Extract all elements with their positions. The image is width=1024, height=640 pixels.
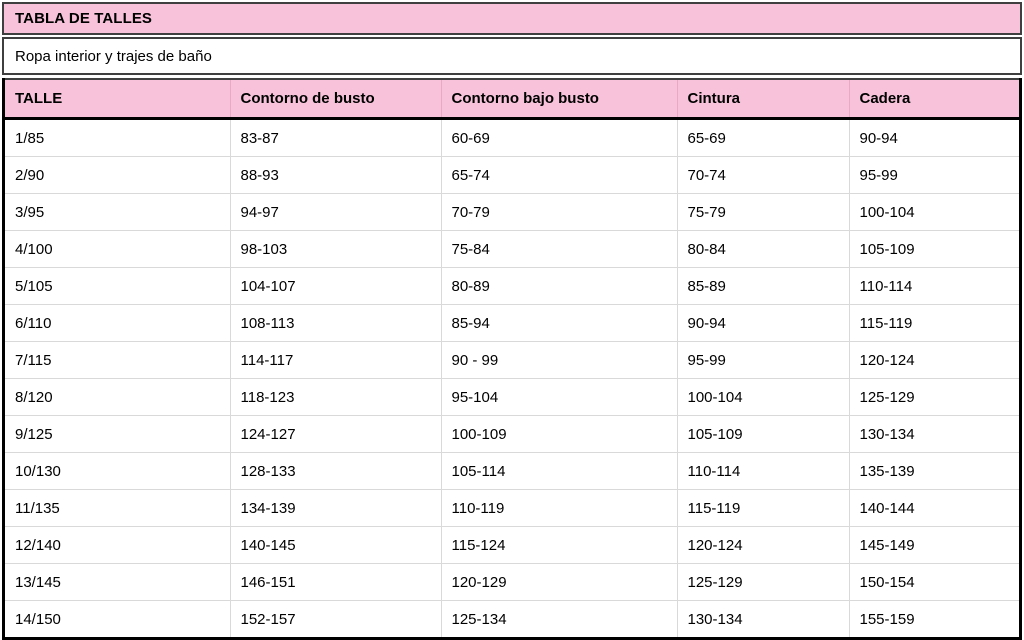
size-table-container: TALLE Contorno de busto Contorno bajo bust… <box>2 78 1022 640</box>
table-row: 1/85 83-87 60-69 65-69 90-94 <box>5 118 1019 157</box>
cell-measure: 110-114 <box>849 267 1019 305</box>
cell-talle: 13/145 <box>5 563 231 601</box>
cell-measure: 146-151 <box>230 563 442 601</box>
cell-talle: 7/115 <box>5 341 231 379</box>
cell-measure: 85-89 <box>677 267 850 305</box>
cell-measure: 100-104 <box>849 193 1019 231</box>
cell-measure: 65-74 <box>441 156 678 194</box>
cell-measure: 125-129 <box>677 563 850 601</box>
cell-measure: 100-104 <box>677 378 850 416</box>
cell-measure: 80-89 <box>441 267 678 305</box>
cell-talle: 10/130 <box>5 452 231 490</box>
cell-measure: 125-134 <box>441 600 678 637</box>
cell-measure: 60-69 <box>441 118 678 157</box>
cell-measure: 108-113 <box>230 304 442 342</box>
table-row: 6/110 108-113 85-94 90-94 115-119 <box>5 304 1019 342</box>
cell-measure: 94-97 <box>230 193 442 231</box>
size-table: TALLE Contorno de busto Contorno bajo bust… <box>5 78 1019 637</box>
cell-measure: 120-129 <box>441 563 678 601</box>
table-row: 7/115 114-117 90 - 99 95-99 120-124 <box>5 341 1019 379</box>
cell-measure: 155-159 <box>849 600 1019 637</box>
page-subtitle: Ropa interior y trajes de baño <box>15 47 212 65</box>
cell-measure: 110-114 <box>677 452 850 490</box>
table-row: 14/150 152-157 125-134 130-134 155-159 <box>5 600 1019 637</box>
cell-measure: 128-133 <box>230 452 442 490</box>
cell-measure: 83-87 <box>230 118 442 157</box>
cell-measure: 95-99 <box>677 341 850 379</box>
cell-talle: 4/100 <box>5 230 231 268</box>
cell-measure: 145-149 <box>849 526 1019 564</box>
table-row: 2/90 88-93 65-74 70-74 95-99 <box>5 156 1019 194</box>
cell-measure: 65-69 <box>677 118 850 157</box>
cell-measure: 105-109 <box>849 230 1019 268</box>
cell-measure: 140-144 <box>849 489 1019 527</box>
cell-measure: 140-145 <box>230 526 442 564</box>
cell-measure: 104-107 <box>230 267 442 305</box>
column-header-3[interactable]: Cintura <box>677 78 850 120</box>
cell-talle: 2/90 <box>5 156 231 194</box>
cell-talle: 14/150 <box>5 600 231 637</box>
column-header-1[interactable]: Contorno de busto <box>230 78 442 120</box>
cell-measure: 120-124 <box>677 526 850 564</box>
cell-measure: 88-93 <box>230 156 442 194</box>
column-header-2[interactable]: Contorno bajo busto <box>441 78 678 120</box>
cell-talle: 1/85 <box>5 118 231 157</box>
table-body: 1/85 83-87 60-69 65-69 90-94 2/90 88-93 65-74 70… <box>5 118 1019 637</box>
table-header-row: TALLE Contorno de busto Contorno bajo bust… <box>5 78 1019 120</box>
cell-measure: 134-139 <box>230 489 442 527</box>
table-row: 11/135 134-139 110-119 115-119 140-144 <box>5 489 1019 527</box>
cell-measure: 130-134 <box>849 415 1019 453</box>
cell-measure: 100-109 <box>441 415 678 453</box>
cell-measure: 85-94 <box>441 304 678 342</box>
cell-talle: 12/140 <box>5 526 231 564</box>
table-row: 12/140 140-145 115-124 120-124 145-149 <box>5 526 1019 564</box>
cell-talle: 8/120 <box>5 378 231 416</box>
table-header: TALLE Contorno de busto Contorno bajo bust… <box>5 78 1019 120</box>
cell-measure: 135-139 <box>849 452 1019 490</box>
table-row: 13/145 146-151 120-129 125-129 150-154 <box>5 563 1019 601</box>
table-row: 5/105 104-107 80-89 85-89 110-114 <box>5 267 1019 305</box>
column-header-0[interactable]: TALLE <box>5 78 231 120</box>
cell-measure: 124-127 <box>230 415 442 453</box>
table-row: 10/130 128-133 105-114 110-114 135-139 <box>5 452 1019 490</box>
cell-talle: 11/135 <box>5 489 231 527</box>
cell-measure: 75-79 <box>677 193 850 231</box>
page-title: TABLA DE TALLES <box>15 10 153 27</box>
cell-talle: 9/125 <box>5 415 231 453</box>
cell-measure: 152-157 <box>230 600 442 637</box>
cell-measure: 114-117 <box>230 341 442 379</box>
cell-measure: 95-99 <box>849 156 1019 194</box>
cell-measure: 120-124 <box>849 341 1019 379</box>
chart-subtitle-bar: Ropa interior y trajes de baño <box>2 37 1022 75</box>
cell-measure: 118-123 <box>230 378 442 416</box>
cell-talle: 3/95 <box>5 193 231 231</box>
cell-talle: 6/110 <box>5 304 231 342</box>
cell-measure: 90 - 99 <box>441 341 678 379</box>
cell-measure: 110-119 <box>441 489 678 527</box>
cell-measure: 80-84 <box>677 230 850 268</box>
cell-measure: 75-84 <box>441 230 678 268</box>
cell-measure: 115-119 <box>849 304 1019 342</box>
cell-talle: 5/105 <box>5 267 231 305</box>
cell-measure: 70-74 <box>677 156 850 194</box>
chart-title-bar: TABLA DE TALLES <box>2 2 1022 35</box>
column-header-4[interactable]: Cadera <box>849 78 1019 120</box>
cell-measure: 90-94 <box>677 304 850 342</box>
cell-measure: 125-129 <box>849 378 1019 416</box>
cell-measure: 150-154 <box>849 563 1019 601</box>
cell-measure: 95-104 <box>441 378 678 416</box>
table-row: 9/125 124-127 100-109 105-109 130-134 <box>5 415 1019 453</box>
cell-measure: 98-103 <box>230 230 442 268</box>
cell-measure: 115-119 <box>677 489 850 527</box>
cell-measure: 90-94 <box>849 118 1019 157</box>
cell-measure: 115-124 <box>441 526 678 564</box>
table-row: 4/100 98-103 75-84 80-84 105-109 <box>5 230 1019 268</box>
cell-measure: 70-79 <box>441 193 678 231</box>
cell-measure: 130-134 <box>677 600 850 637</box>
cell-measure: 105-114 <box>441 452 678 490</box>
cell-measure: 105-109 <box>677 415 850 453</box>
table-row: 8/120 118-123 95-104 100-104 125-129 <box>5 378 1019 416</box>
table-row: 3/95 94-97 70-79 75-79 100-104 <box>5 193 1019 231</box>
